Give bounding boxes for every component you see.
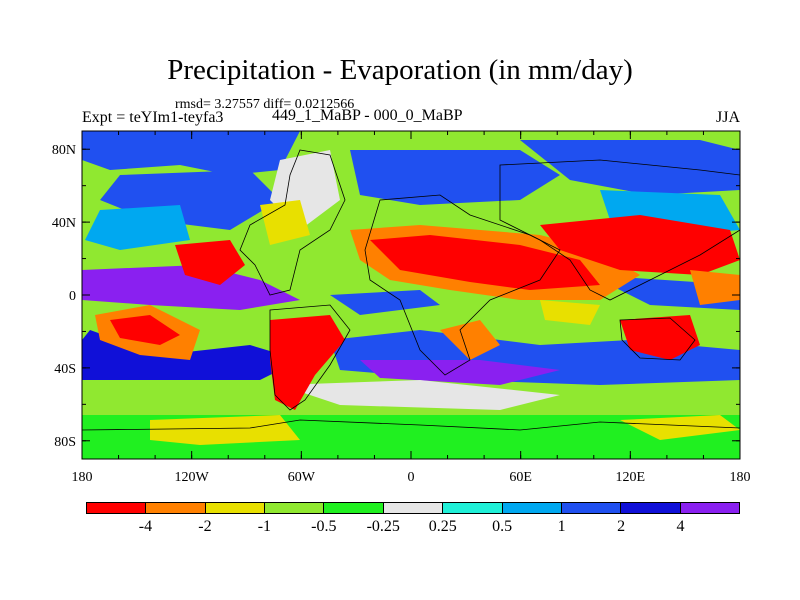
- colorbar-segment: [502, 503, 562, 513]
- colorbar-label: 0.5: [492, 518, 513, 535]
- map-title: Precipitation - Evaporation (in mm/day): [167, 54, 633, 86]
- lat-label: 40S: [54, 362, 76, 377]
- lon-label: 0: [408, 470, 415, 485]
- lon-label: 60E: [509, 470, 532, 485]
- colorbar-label: -4: [138, 518, 153, 535]
- colorbar-label: 4: [676, 518, 685, 535]
- colorbar-segment: [87, 503, 147, 513]
- lon-label: 180: [730, 470, 751, 485]
- lat-label: 0: [69, 289, 76, 304]
- lon-label: 120E: [616, 470, 646, 485]
- colorbar-label: -0.5: [311, 518, 337, 535]
- experiment-label: Expt = teYIm1-teyfa3: [82, 109, 224, 126]
- colorbar-segment: [324, 503, 384, 513]
- colorbar-segment: [383, 503, 444, 513]
- colorbar-segment: [621, 503, 681, 513]
- lat-label: 40N: [52, 216, 76, 231]
- colorbar-label: -1: [257, 518, 272, 535]
- colorbar-label: -0.25: [366, 518, 400, 535]
- lat-label: 80S: [54, 435, 76, 450]
- colorbar: [86, 502, 740, 514]
- lon-label: 120W: [175, 470, 210, 485]
- colorbar-segment: [561, 503, 622, 513]
- colorbar-label: -2: [198, 518, 212, 535]
- colorbar-label: 0.25: [428, 518, 457, 535]
- stats-label: rmsd= 3.27557 diff= 0.0212566: [175, 97, 355, 112]
- lon-label: 180: [72, 470, 93, 485]
- lon-label: 60W: [288, 470, 316, 485]
- colorbar-segment: [443, 503, 503, 513]
- colorbar-segment: [146, 503, 206, 513]
- subtitle-label: 449_1_MaBP - 000_0_MaBP: [272, 107, 463, 124]
- colorbar-segment: [205, 503, 266, 513]
- colorbar-segment: [680, 503, 739, 513]
- colorbar-segment: [265, 503, 325, 513]
- colorbar-label: 2: [617, 518, 626, 535]
- lat-label: 80N: [52, 143, 76, 158]
- season-label: JJA: [716, 109, 741, 126]
- map-field: [82, 131, 740, 459]
- colorbar-label: 1: [557, 518, 566, 535]
